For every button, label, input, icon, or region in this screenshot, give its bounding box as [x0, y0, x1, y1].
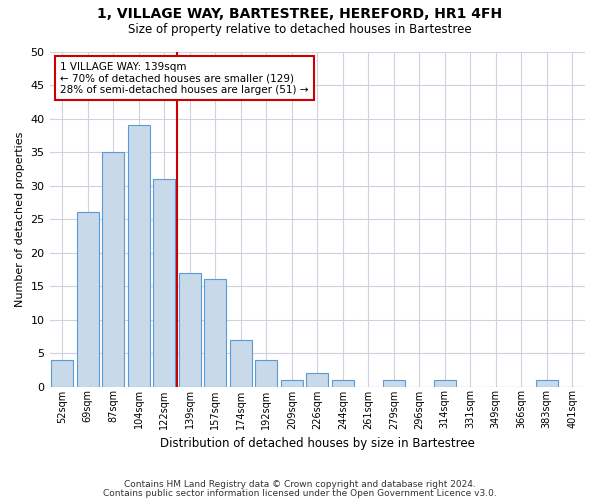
Bar	[77, 212, 98, 386]
Bar	[154, 179, 175, 386]
Bar	[179, 272, 200, 386]
Text: Contains HM Land Registry data © Crown copyright and database right 2024.: Contains HM Land Registry data © Crown c…	[124, 480, 476, 489]
Bar	[52, 360, 73, 386]
Bar	[281, 380, 302, 386]
Bar	[205, 280, 226, 386]
Y-axis label: Number of detached properties: Number of detached properties	[15, 132, 25, 306]
Bar	[307, 373, 328, 386]
Bar	[434, 380, 455, 386]
Text: 1, VILLAGE WAY, BARTESTREE, HEREFORD, HR1 4FH: 1, VILLAGE WAY, BARTESTREE, HEREFORD, HR…	[97, 8, 503, 22]
Bar	[256, 360, 277, 386]
X-axis label: Distribution of detached houses by size in Bartestree: Distribution of detached houses by size …	[160, 437, 475, 450]
Text: Contains public sector information licensed under the Open Government Licence v3: Contains public sector information licen…	[103, 490, 497, 498]
Text: Size of property relative to detached houses in Bartestree: Size of property relative to detached ho…	[128, 22, 472, 36]
Bar	[103, 152, 124, 386]
Bar	[332, 380, 353, 386]
Text: 1 VILLAGE WAY: 139sqm
← 70% of detached houses are smaller (129)
28% of semi-det: 1 VILLAGE WAY: 139sqm ← 70% of detached …	[60, 62, 309, 95]
Bar	[128, 125, 149, 386]
Bar	[536, 380, 557, 386]
Bar	[230, 340, 251, 386]
Bar	[383, 380, 404, 386]
